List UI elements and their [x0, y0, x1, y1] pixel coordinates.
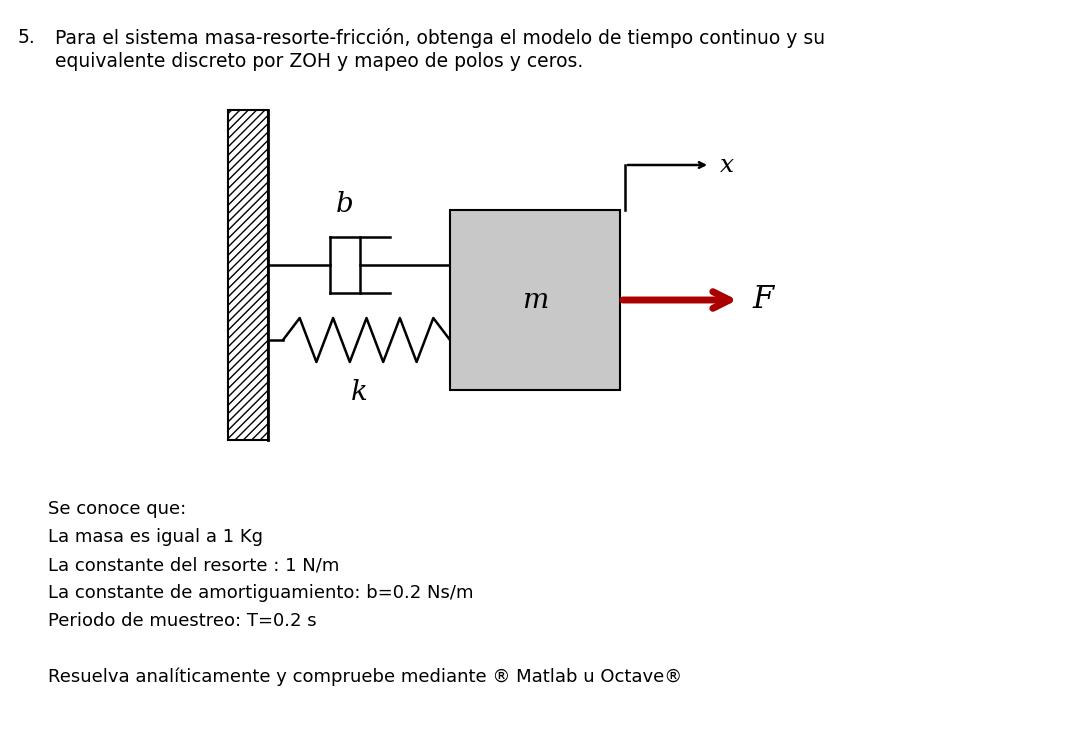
Text: m: m [522, 286, 549, 313]
Text: La constante de amortiguamiento: b=0.2 Ns/m: La constante de amortiguamiento: b=0.2 N… [48, 584, 473, 602]
Text: Se conoce que:: Se conoce que: [48, 500, 186, 518]
Text: 5.: 5. [18, 28, 36, 47]
Text: x: x [720, 154, 734, 177]
Text: La masa es igual a 1 Kg: La masa es igual a 1 Kg [48, 528, 264, 546]
Bar [228, 110, 268, 440]
Text: Periodo de muestreo: T=0.2 s: Periodo de muestreo: T=0.2 s [48, 612, 316, 630]
Bar [228, 110, 268, 440]
Bar [450, 210, 620, 390]
Text: b: b [336, 192, 354, 219]
Text: Resuelva analíticamente y compruebe mediante ® Matlab u Octave®: Resuelva analíticamente y compruebe medi… [48, 668, 683, 686]
Text: La constante del resorte : 1 N/m: La constante del resorte : 1 N/m [48, 556, 339, 574]
Text: equivalente discreto por ZOH y mapeo de polos y ceros.: equivalente discreto por ZOH y mapeo de … [55, 52, 583, 71]
Text: Para el sistema masa-resorte-fricción, obtenga el modelo de tiempo continuo y su: Para el sistema masa-resorte-fricción, o… [55, 28, 825, 48]
Text: F: F [752, 284, 773, 316]
Text: k: k [351, 378, 367, 406]
